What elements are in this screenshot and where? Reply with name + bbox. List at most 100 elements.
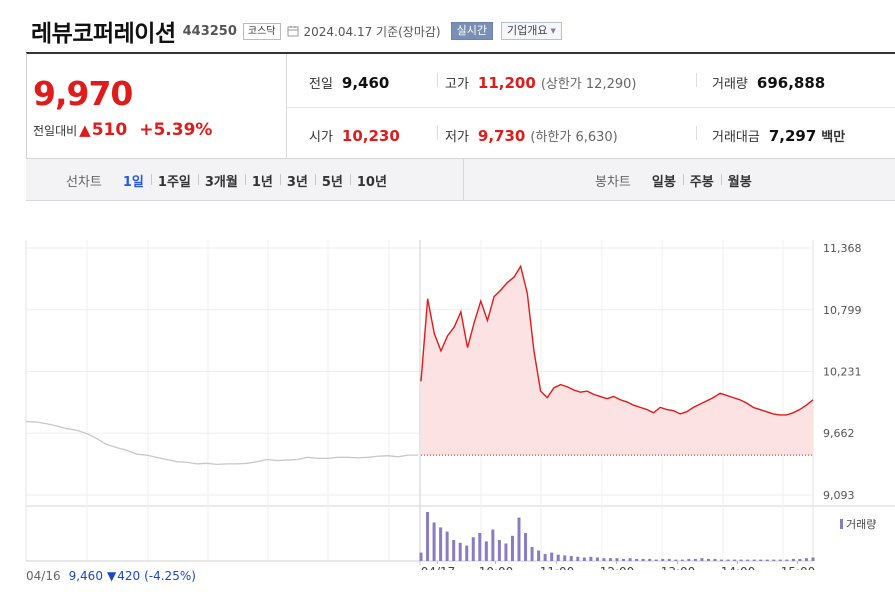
volume-bar — [576, 556, 580, 561]
volume-bar — [589, 556, 593, 561]
stats-row-2: 시가 10,230 저가 9,730 (하한가 6,630) 거래대금 7,29… — [287, 107, 895, 160]
stat-label: 저가 — [445, 130, 469, 145]
volume-bar — [556, 554, 560, 561]
x-tick-label: 04/17 — [421, 565, 456, 570]
stock-header: 레뷰코퍼레이션 443250 코스닥 2024.04.17 기준(장마감) 실시… — [31, 14, 562, 48]
stock-name[interactable]: 레뷰코퍼레이션 — [31, 21, 176, 47]
chart-grid — [25, 240, 895, 565]
volume-bar — [798, 558, 802, 561]
tab-3m[interactable]: 3개월 — [197, 171, 245, 190]
volume-legend-label: 거래량 — [846, 518, 877, 531]
stat-prev-close: 전일 9,460 — [309, 73, 389, 92]
tab-monthly-candle[interactable]: 월봉 — [720, 171, 759, 190]
tab-daily-candle[interactable]: 일봉 — [651, 174, 676, 190]
today-area — [421, 266, 813, 456]
volume-bar — [674, 559, 678, 561]
y-axis-ticks: 11,368 10,799 10,231 9,662 9,093 — [823, 242, 862, 502]
x-axis-ticks: 04/17 10:00 11:00 12:00 13:00 14:00 15:00 — [421, 561, 815, 570]
change-value: 510 — [91, 120, 128, 140]
divider — [437, 126, 438, 140]
divider — [437, 73, 438, 87]
stat-value: 9,730 — [477, 127, 526, 145]
change-percent: +5.39% — [139, 120, 213, 140]
volume-swatch — [840, 519, 843, 529]
stat-label: 시가 — [309, 130, 333, 145]
volume-bar — [517, 517, 521, 561]
tab-1y[interactable]: 1년 — [244, 171, 280, 190]
base-date: 2024.04.17 기준(장마감) — [303, 24, 441, 39]
calendar-icon — [287, 26, 299, 37]
x-tick-label: 11:00 — [540, 565, 575, 570]
volume-bar — [595, 557, 599, 561]
x-tick-label: 13:00 — [661, 565, 696, 570]
stat-volume: 거래량 696,888 — [712, 73, 825, 92]
x-tick-label: 10:00 — [479, 565, 514, 570]
change-label: 전일대비 — [33, 123, 78, 138]
volume-bar — [504, 543, 508, 561]
volume-bar — [530, 547, 534, 561]
volume-bar — [484, 541, 488, 561]
stat-high: 고가 11,200 (상한가 12,290) — [445, 73, 636, 92]
x-tick-label: 12:00 — [600, 565, 635, 570]
stats-row-1: 전일 9,460 고가 11,200 (상한가 12,290) 거래량 696,… — [287, 54, 895, 108]
volume-bar — [419, 552, 423, 561]
prev-change-pct: (-4.25%) — [144, 569, 196, 583]
volume-bar — [478, 533, 482, 561]
x-tick-label: 14:00 — [721, 565, 756, 570]
volume-bar — [635, 558, 639, 561]
stat-label: 전일 — [309, 77, 333, 92]
lower-limit: (하한가 6,630) — [530, 130, 618, 145]
prev-day-summary: 04/16 9,460 ▼ 420 (-4.25%) — [26, 569, 196, 583]
volume-bar — [641, 558, 645, 561]
volume-bar — [746, 559, 750, 561]
tab-divider — [463, 159, 464, 200]
candle-chart-title: 봉차트 — [595, 174, 631, 190]
stat-open: 시가 10,230 — [309, 126, 400, 145]
stat-value: 7,297 — [768, 127, 817, 145]
volume-bar — [804, 558, 808, 561]
prev-date: 04/16 — [26, 569, 61, 583]
volume-bar — [524, 533, 528, 561]
volume-bar — [582, 557, 586, 561]
company-overview-button[interactable]: 기업개요 ▼ — [500, 22, 562, 40]
chart-period-tabs: 선차트 1일 1주일 3개월 1년 3년 5년 10년 봉차트 일봉 주봉 월봉 — [26, 159, 895, 201]
tab-1w[interactable]: 1주일 — [150, 171, 198, 190]
volume-bar — [569, 556, 573, 561]
volume-bar — [680, 559, 684, 561]
line-chart-title: 선차트 — [66, 174, 102, 190]
current-price-cell: 9,970 전일대비 ▲ 510 +5.39% — [27, 54, 287, 159]
volume-bar — [622, 558, 626, 561]
volume-bar — [733, 559, 737, 561]
volume-bar — [445, 531, 449, 561]
price-chart[interactable]: 11,368 10,799 10,231 9,662 9,093 04/17 10:00 1… — [0, 205, 895, 570]
stat-label: 거래대금 — [712, 130, 760, 145]
tab-weekly-candle[interactable]: 주봉 — [682, 171, 721, 190]
volume-bar — [458, 542, 462, 561]
stat-label: 거래량 — [712, 77, 748, 92]
volume-bar — [550, 552, 554, 561]
divider — [696, 73, 697, 87]
volume-bar — [491, 529, 495, 561]
tab-5y[interactable]: 5년 — [314, 171, 350, 190]
change-line: 전일대비 ▲ 510 +5.39% — [33, 120, 212, 140]
volume-bar — [693, 558, 697, 561]
volume-bars — [419, 512, 815, 561]
today-line — [420, 264, 814, 416]
tab-1d[interactable]: 1일 — [122, 174, 144, 190]
volume-bar — [537, 550, 541, 561]
volume-bar — [791, 558, 795, 561]
stock-code: 443250 — [182, 23, 237, 39]
volume-bar — [543, 554, 547, 561]
volume-bar — [739, 559, 743, 561]
volume-bar — [602, 558, 606, 561]
volume-bar — [752, 559, 756, 561]
volume-bar — [432, 522, 436, 561]
volume-bar — [706, 558, 710, 561]
volume-bar — [439, 527, 443, 561]
y-tick-label: 9,662 — [823, 427, 855, 440]
prev-day-line — [25, 420, 418, 466]
tab-3y[interactable]: 3년 — [279, 171, 315, 190]
tab-10y[interactable]: 10년 — [349, 171, 394, 190]
y-tick-label: 10,231 — [823, 365, 862, 378]
realtime-button[interactable]: 실시간 — [450, 22, 493, 40]
